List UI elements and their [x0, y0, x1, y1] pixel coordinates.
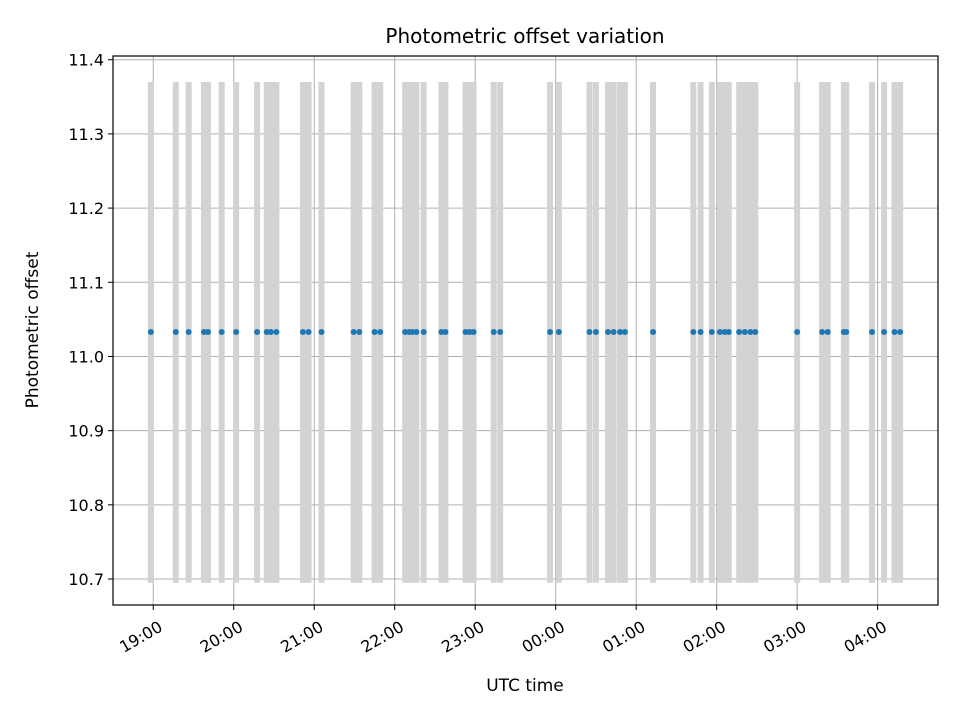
data-point [869, 328, 875, 335]
data-point [273, 328, 280, 335]
data-point [881, 328, 888, 335]
data-point [204, 328, 211, 335]
data-point [267, 328, 274, 335]
data-point [824, 328, 831, 335]
data-point [650, 328, 657, 335]
data-point [741, 328, 748, 335]
data-point [318, 328, 325, 335]
data-point [891, 328, 898, 335]
data-point [747, 328, 754, 335]
data-point [697, 328, 704, 335]
data-points [147, 328, 904, 335]
data-point [470, 328, 477, 335]
data-point [586, 328, 593, 335]
y-tick-label: 10.9 [68, 422, 104, 441]
data-point [843, 328, 850, 335]
chart-title: Photometric offset variation [385, 24, 664, 48]
data-point [897, 328, 904, 335]
data-point [819, 328, 826, 335]
data-point [185, 328, 192, 335]
data-point [218, 328, 225, 335]
data-point [413, 328, 420, 335]
data-point [377, 328, 384, 335]
data-point [497, 328, 504, 335]
data-point [621, 328, 628, 335]
data-point [752, 328, 759, 335]
y-tick-label: 11.0 [68, 347, 104, 366]
data-point [794, 328, 801, 335]
y-tick-label: 10.8 [68, 496, 104, 515]
y-tick-label: 10.7 [68, 570, 104, 589]
y-tick-label: 11.3 [68, 125, 104, 144]
data-point [172, 328, 179, 335]
data-point [547, 328, 554, 335]
y-tick-label: 11.2 [68, 199, 104, 218]
data-point [555, 328, 562, 335]
plot-frame [112, 55, 939, 606]
y-axis-label: Photometric offset [23, 251, 43, 408]
data-point [725, 328, 732, 335]
data-point [690, 328, 697, 335]
data-point [147, 328, 154, 335]
data-point [371, 328, 378, 335]
data-point [605, 328, 611, 335]
data-point [708, 328, 715, 335]
data-point [610, 328, 617, 335]
y-tick-label: 11.4 [68, 51, 104, 70]
data-point [490, 328, 497, 335]
y-tick-label: 11.1 [68, 273, 104, 292]
data-point [617, 328, 624, 335]
data-point [305, 328, 312, 335]
y-axis-ticks: 10.7 10.8 10.9 11.0 11.1 11.2 11.3 11.4 [68, 51, 113, 589]
data-point [736, 328, 743, 335]
data-point [350, 328, 357, 335]
x-axis-label: UTC time [486, 676, 564, 696]
grid [113, 56, 938, 605]
data-point [716, 328, 723, 335]
data-point [420, 328, 427, 335]
data-point [254, 328, 261, 335]
data-point [442, 328, 449, 335]
data-point [233, 328, 240, 335]
data-point [299, 328, 306, 335]
data-point [356, 328, 363, 335]
data-point [592, 328, 599, 335]
